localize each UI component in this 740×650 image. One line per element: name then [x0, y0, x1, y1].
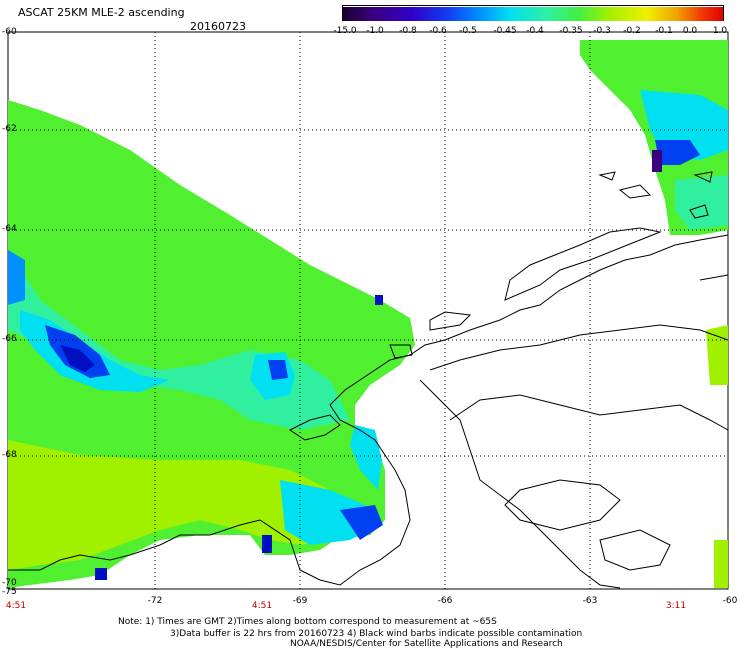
data-swath-west	[8, 100, 415, 588]
color-scale-bar	[342, 5, 724, 21]
lon-label: -63	[582, 596, 598, 606]
lon-label: -66	[437, 596, 453, 606]
lon-label: -72	[147, 596, 163, 606]
time-label: 3:11	[665, 601, 687, 611]
color-scale-label: -0.2	[623, 26, 641, 36]
footnote-line-2: 3)Data buffer is 22 hrs from 20160723 4)…	[170, 629, 583, 639]
map-title: ASCAT 25KM MLE-2 ascending	[18, 6, 185, 19]
lat-label: -62	[2, 124, 17, 134]
coastline	[8, 171, 729, 589]
lat-label: -60	[2, 27, 17, 37]
graticule	[8, 32, 728, 589]
color-scale-label: 1.0	[712, 26, 728, 36]
lat-label: -64	[2, 224, 17, 234]
color-scale-label: -1.0	[366, 26, 384, 36]
data-swath-east-top	[580, 40, 728, 235]
color-scale-label: -0.8	[399, 26, 417, 36]
color-scale-label: -0.5	[459, 26, 477, 36]
data-swath-east-strip	[706, 325, 728, 588]
lat-label: -66	[2, 334, 17, 344]
footnote-line-1: Note: 1) Times are GMT 2)Times along bot…	[118, 617, 497, 627]
color-scale-label: -0.3	[593, 26, 611, 36]
color-scale-label: -0.45	[493, 26, 517, 36]
lat-label: -70	[2, 578, 17, 588]
color-scale-label: 0.0	[682, 26, 698, 36]
lon-label: -69	[292, 596, 308, 606]
time-label: 4:51	[5, 601, 27, 611]
color-scale-label: -15.0	[333, 26, 357, 36]
color-scale-gradient	[343, 7, 723, 21]
time-label: 4:51	[251, 601, 273, 611]
lon-label: -60	[722, 596, 738, 606]
footnote-credit: NOAA/NESDIS/Center for Satellite Applica…	[290, 639, 563, 649]
lat-label: -75	[2, 587, 17, 597]
color-scale-label: -0.35	[559, 26, 583, 36]
map-date: 20160723	[190, 20, 246, 33]
color-scale-label: -0.6	[429, 26, 447, 36]
color-scale-label: -0.4	[526, 26, 544, 36]
lat-label: -68	[2, 450, 17, 460]
color-scale-labels: -15.0 -1.0 -0.8 -0.6 -0.5 -0.45 -0.4 -0.…	[330, 26, 730, 38]
color-scale-label: -0.1	[655, 26, 673, 36]
